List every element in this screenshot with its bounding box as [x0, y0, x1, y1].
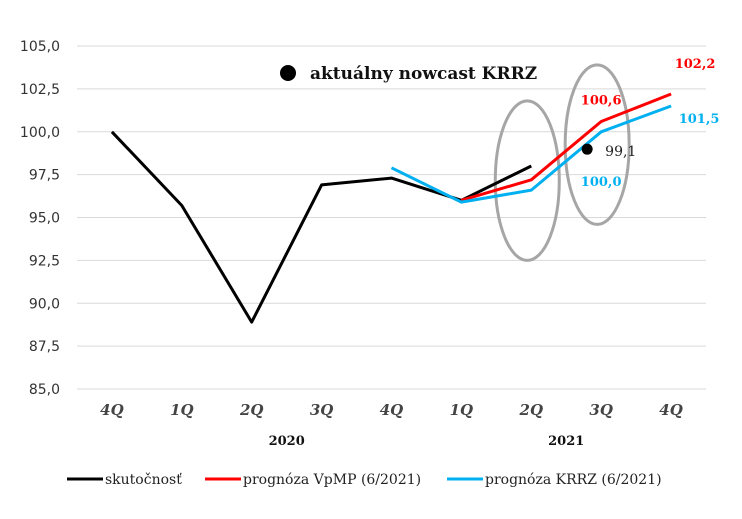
- series-line: [460, 92, 672, 202]
- legend-label: prognóza VpMP (6/2021): [243, 472, 421, 488]
- x-tick-label: 4Q: [100, 401, 124, 419]
- legend: skutočnosť prognóza VpMP (6/2021) prognóza…: [67, 472, 662, 488]
- gridlines: [77, 45, 706, 390]
- x-tick-label: 1Q: [170, 401, 194, 419]
- x-tick-label: 3Q: [589, 401, 613, 419]
- legend-label: prognóza KRRZ (6/2021): [485, 472, 662, 488]
- y-axis-ticks: 85,0 87,5 90,0 92,5 95,0 97,5 100,0 102,5 105,0: [20, 39, 60, 398]
- nowcast-legend-label: aktuálny nowcast KRRZ: [310, 64, 537, 84]
- x-tick-label: 4Q: [380, 401, 404, 419]
- series-line: [110, 130, 532, 324]
- data-label: 100,0: [581, 175, 622, 190]
- y-tick-label: 102,5: [20, 82, 60, 98]
- x-tick-label: 3Q: [310, 401, 334, 419]
- legend-label: skutočnosť: [105, 472, 182, 488]
- data-label: 100,6: [581, 93, 622, 108]
- nowcast-point: [581, 143, 593, 155]
- x-tick-label: 2Q: [239, 401, 264, 419]
- highlight-ellipses: [493, 63, 631, 262]
- y-tick-label: 105,0: [20, 39, 60, 55]
- y-tick-label: 87,5: [29, 339, 60, 355]
- data-labels: 100,6 102,2 100,0 101,5: [581, 57, 720, 190]
- y-tick-label: 100,0: [20, 125, 60, 141]
- year-labels: 2020 2021: [269, 434, 585, 449]
- highlight-ellipse: [493, 99, 561, 262]
- year-label: 2020: [269, 434, 305, 449]
- x-tick-label: 2Q: [519, 401, 544, 419]
- x-tick-label: 4Q: [659, 401, 683, 419]
- y-tick-label: 97,5: [29, 168, 60, 184]
- x-axis-ticks: 4Q 1Q 2Q 3Q 4Q 1Q 2Q 3Q 4Q: [100, 401, 683, 419]
- y-tick-label: 92,5: [29, 253, 60, 269]
- nowcast-annotation: aktuálny nowcast KRRZ 99,1: [280, 64, 636, 160]
- nowcast-value-label: 99,1: [605, 144, 636, 160]
- y-tick-label: 90,0: [29, 296, 60, 312]
- data-label: 102,2: [675, 57, 716, 72]
- nowcast-legend-marker: [280, 65, 296, 81]
- series-lines: [110, 92, 672, 324]
- x-tick-label: 1Q: [450, 401, 474, 419]
- highlight-ellipse: [563, 63, 631, 226]
- data-label: 101,5: [679, 112, 720, 127]
- year-label: 2021: [548, 434, 584, 449]
- y-tick-label: 85,0: [29, 382, 60, 398]
- y-tick-label: 95,0: [29, 211, 60, 227]
- series-line: [390, 104, 672, 204]
